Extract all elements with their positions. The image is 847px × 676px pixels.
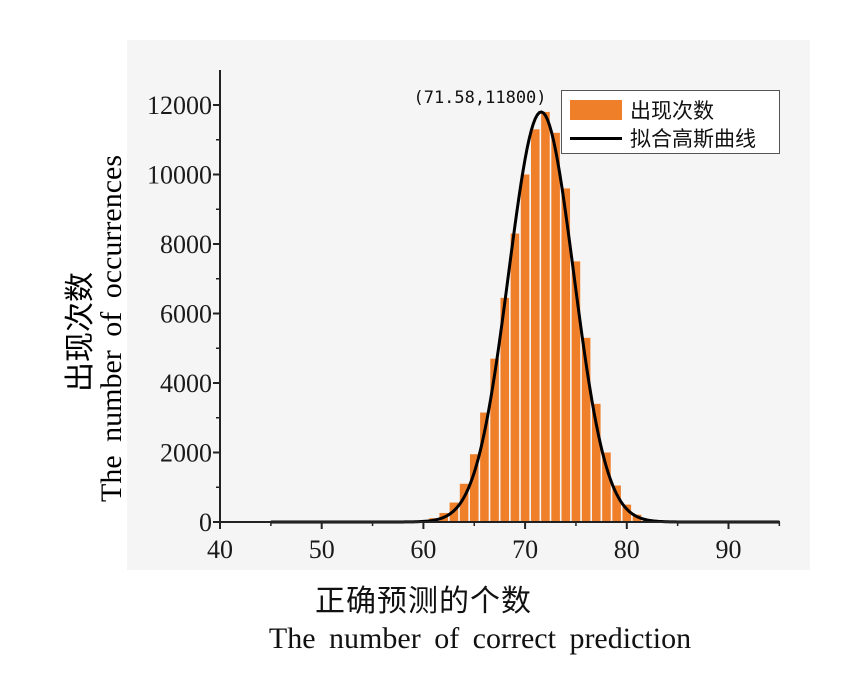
y-tick-label: 8000	[160, 230, 212, 259]
histogram-bar	[561, 188, 571, 522]
histogram-bar	[592, 403, 601, 522]
y-tick-label: 10000	[147, 161, 212, 190]
x-tick-label: 60	[410, 535, 436, 564]
peak-annotation: (71.58,11800)	[413, 88, 546, 108]
histogram-bar	[520, 174, 530, 522]
histogram-bar	[622, 504, 632, 522]
y-tick-label: 6000	[160, 300, 212, 329]
legend-swatch-line	[570, 137, 622, 140]
histogram-bar	[500, 297, 510, 522]
y-axis-title: 出现次数 The number of occurrences	[55, 82, 135, 512]
x-tick-label: 40	[207, 535, 233, 564]
legend-swatch-bar	[570, 100, 622, 120]
x-axis-title-en: The number of correct prediction	[268, 622, 692, 655]
x-tick-label: 90	[716, 535, 742, 564]
histogram-bar	[632, 514, 642, 522]
histogram-bar	[612, 485, 621, 522]
x-tick-label: 70	[512, 535, 538, 564]
histogram-bar	[490, 358, 499, 522]
legend-label-occurrences: 出现次数	[630, 99, 714, 123]
histogram-bar	[602, 452, 611, 522]
x-tick-label: 80	[614, 535, 640, 564]
histogram-bar	[571, 261, 581, 522]
y-tick-label: 0	[199, 508, 212, 537]
histogram-bar	[510, 233, 520, 522]
y-tick-label: 12000	[147, 91, 212, 120]
x-tick-label: 50	[309, 535, 335, 564]
y-tick-label: 4000	[160, 369, 212, 398]
legend-label-gaussian-fit: 拟合高斯曲线	[630, 127, 756, 151]
histogram-bar	[530, 129, 540, 522]
histogram-bar	[469, 454, 479, 522]
histogram-bar	[581, 337, 591, 522]
y-tick-label: 2000	[160, 439, 212, 468]
histogram-bar	[459, 483, 469, 522]
x-axis-title-zh: 正确预测的个数	[315, 585, 532, 618]
histogram-bar	[541, 111, 550, 522]
histogram-bar	[480, 412, 489, 522]
legend: 出现次数 拟合高斯曲线	[561, 90, 780, 154]
y-axis-title-zh: 出现次数	[64, 272, 97, 392]
y-axis-title-en: The number of occurrences	[95, 154, 128, 502]
histogram-bar	[551, 132, 560, 523]
